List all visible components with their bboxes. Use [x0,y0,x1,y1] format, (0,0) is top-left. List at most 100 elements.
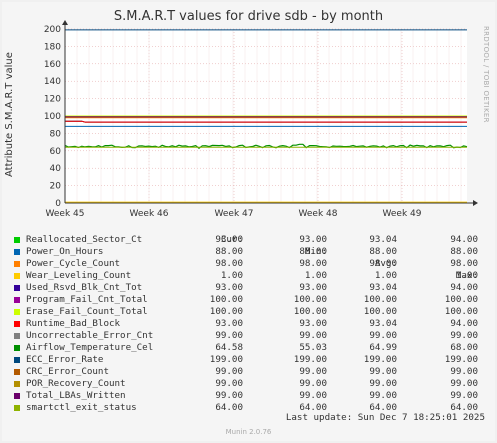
legend-row: Erase_Fail_Count_Total 100.00 100.00 100.00… [14,306,484,318]
legend-avg: 93.04 [369,318,397,329]
legend-min: 98.00 [299,258,327,269]
legend-cur: 98.00 [215,258,243,269]
legend-min: 1.00 [304,270,327,281]
legend-max: 98.00 [450,258,478,269]
legend-max: 100.00 [444,294,478,305]
series-line [65,120,467,123]
legend-avg: 1.00 [374,270,397,281]
y-tick-label: 60 [50,147,62,157]
legend-min: 64.00 [299,402,327,413]
legend-max: 100.00 [444,306,478,317]
legend-cur: 100.00 [209,306,243,317]
y-tick-label: 80 [50,129,62,139]
legend-max: 94.00 [450,282,478,293]
legend-swatch [14,393,20,399]
legend-cur: 93.00 [215,282,243,293]
x-tick-label: Week 46 [130,209,169,219]
legend-cur: 88.00 [215,246,243,257]
legend-swatch [14,309,20,315]
legend-avg: 93.04 [369,234,397,245]
legend-avg: 93.04 [369,282,397,293]
legend-max: 199.00 [444,354,478,365]
y-tick-label: 120 [44,95,61,105]
x-tick-label: Week 49 [383,209,422,219]
rrdtool-credit: RRDTOOL / TOBI OETIKER [482,26,490,123]
legend-min: 199.00 [293,354,327,365]
legend-cur: 100.00 [209,294,243,305]
legend-max: 64.00 [450,402,478,413]
last-update: Last update: Sun Dec 7 18:25:01 2025 [285,412,485,423]
legend-cur: 99.00 [215,366,243,377]
legend-swatch [14,285,20,291]
legend-name: Program_Fail_Cnt_Total [26,294,148,305]
legend-row: POR_Recovery_Count 99.00 99.00 99.00 99.00 [14,378,484,390]
legend-row: Used_Rsvd_Blk_Cnt_Tot 93.00 93.00 93.04 94.0… [14,282,484,294]
legend-row: Airflow_Temperature_Cel 64.58 55.03 64.99 68… [14,342,484,354]
legend-swatch [14,345,20,351]
legend-min: 99.00 [299,390,327,401]
legend-cur: 64.58 [215,342,243,353]
legend-swatch [14,249,20,255]
legend-avg: 64.00 [369,402,397,413]
legend-max: 94.00 [450,234,478,245]
legend-row: Power_On_Hours 88.00 88.00 88.00 88.00 [14,246,484,258]
legend-swatch [14,237,20,243]
x-tick-label: Week 47 [215,209,254,219]
legend-name: Power_Cycle_Count [26,258,121,269]
legend-row: Reallocated_Sector_Ct 93.00 93.00 93.04 94.0… [14,234,484,246]
legend-avg: 100.00 [363,306,397,317]
legend-name: Airflow_Temperature_Cel [26,342,154,353]
legend-min: 55.03 [299,342,327,353]
legend-avg: 99.00 [369,330,397,341]
legend-name: Runtime_Bad_Block [26,318,121,329]
legend-cur: 99.00 [215,390,243,401]
legend-min: 93.00 [299,318,327,329]
x-tick-label: Week 48 [299,209,338,219]
legend-row: Uncorrectable_Error_Cnt 99.00 99.00 99.00 99… [14,330,484,342]
legend-min: 99.00 [299,366,327,377]
legend-swatch [14,297,20,303]
y-tick-label: 200 [44,25,61,35]
legend-name: Wear_Leveling_Count [26,270,132,281]
legend-min: 100.00 [293,306,327,317]
legend-row: ECC_Error_Rate 199.00 199.00 199.00 199.00 [14,354,484,366]
legend-min: 93.00 [299,234,327,245]
legend-min: 100.00 [293,294,327,305]
x-axis-arrow [473,200,478,206]
legend-header-avg: Avg: [374,258,397,269]
legend-min: 88.00 [299,246,327,257]
legend-header: Cur: Min: Avg: Max: [14,222,484,281]
legend-cur: 1.00 [220,270,243,281]
legend-name: Uncorrectable_Error_Cnt [26,330,154,341]
legend-row: Runtime_Bad_Block 93.00 93.00 93.04 94.00 [14,318,484,330]
legend-header-cur: Cur: [220,234,243,245]
y-tick-label: 0 [55,199,61,209]
legend-max: 99.00 [450,378,478,389]
x-tick-label: Week 45 [46,209,85,219]
legend-avg: 64.99 [369,342,397,353]
legend-swatch [14,369,20,375]
legend-max: 88.00 [450,246,478,257]
legend-header-max: Max: [455,270,478,281]
legend-cur: 99.00 [215,378,243,389]
legend-avg: 199.00 [363,354,397,365]
legend-name: CRC_Error_Count [26,366,109,377]
legend-cur: 93.00 [215,318,243,329]
y-tick-label: 140 [44,77,61,87]
legend-swatch [14,273,20,279]
legend-swatch [14,381,20,387]
legend-row: Wear_Leveling_Count 1.00 1.00 1.00 1.00 [14,270,484,282]
y-tick-label: 20 [50,182,62,192]
legend-name: ECC_Error_Rate [26,354,104,365]
y-tick-label: 180 [44,42,61,52]
legend-min: 99.00 [299,330,327,341]
legend-name: smartctl_exit_status [26,402,137,413]
legend-name: POR_Recovery_Count [26,378,126,389]
legend-name: Reallocated_Sector_Ct [26,234,143,245]
legend-name: Used_Rsvd_Blk_Cnt_Tot [26,282,143,293]
legend-min: 93.00 [299,282,327,293]
legend-avg: 88.00 [369,246,397,257]
legend-avg: 99.00 [369,378,397,389]
legend-avg: 99.00 [369,366,397,377]
